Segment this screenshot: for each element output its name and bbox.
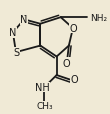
Text: NH₂: NH₂ bbox=[90, 14, 107, 22]
Text: S: S bbox=[13, 48, 19, 58]
Text: O: O bbox=[70, 24, 77, 34]
Text: CH₃: CH₃ bbox=[36, 101, 53, 110]
Text: Ṅ: Ṅ bbox=[20, 15, 28, 25]
Text: O: O bbox=[62, 58, 70, 68]
Text: NH: NH bbox=[35, 82, 49, 92]
Text: N: N bbox=[9, 28, 17, 38]
Text: O: O bbox=[70, 75, 78, 85]
